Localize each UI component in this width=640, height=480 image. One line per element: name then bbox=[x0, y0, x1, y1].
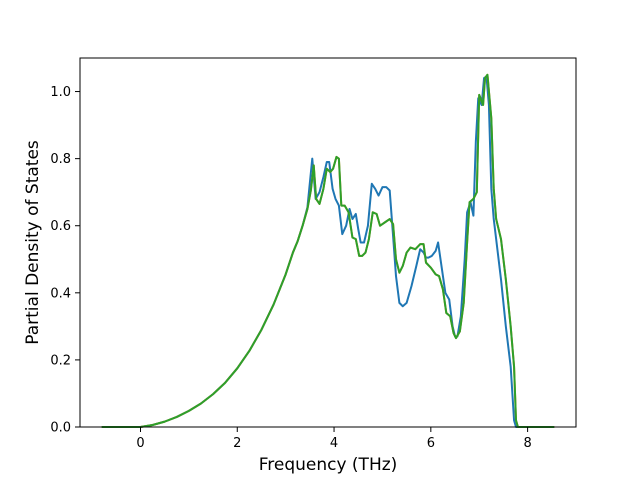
x-tick-label: 4 bbox=[330, 436, 338, 451]
series-line-3 bbox=[101, 73, 555, 428]
axes-frame bbox=[79, 57, 577, 428]
y-tick-label: 0.0 bbox=[50, 421, 71, 436]
y-axis-title: Partial Density of States bbox=[23, 140, 43, 345]
x-tick-label: 2 bbox=[233, 436, 241, 451]
plot-area bbox=[101, 73, 555, 428]
x-axis-title: Frequency (THz) bbox=[259, 455, 398, 475]
x-tick-label: 0 bbox=[136, 436, 144, 451]
y-tick-label: 0.4 bbox=[50, 286, 71, 301]
y-axis: 0.0 0.2 0.4 0.6 0.8 1.0 bbox=[50, 85, 80, 436]
x-tick-label: 6 bbox=[427, 436, 435, 451]
y-tick-label: 1.0 bbox=[50, 85, 71, 100]
x-axis: 0 2 4 6 8 bbox=[136, 427, 532, 451]
x-tick-label: 8 bbox=[523, 436, 531, 451]
y-tick-label: 0.2 bbox=[50, 353, 71, 368]
y-tick-label: 0.8 bbox=[50, 152, 71, 167]
y-tick-label: 0.6 bbox=[50, 219, 71, 234]
